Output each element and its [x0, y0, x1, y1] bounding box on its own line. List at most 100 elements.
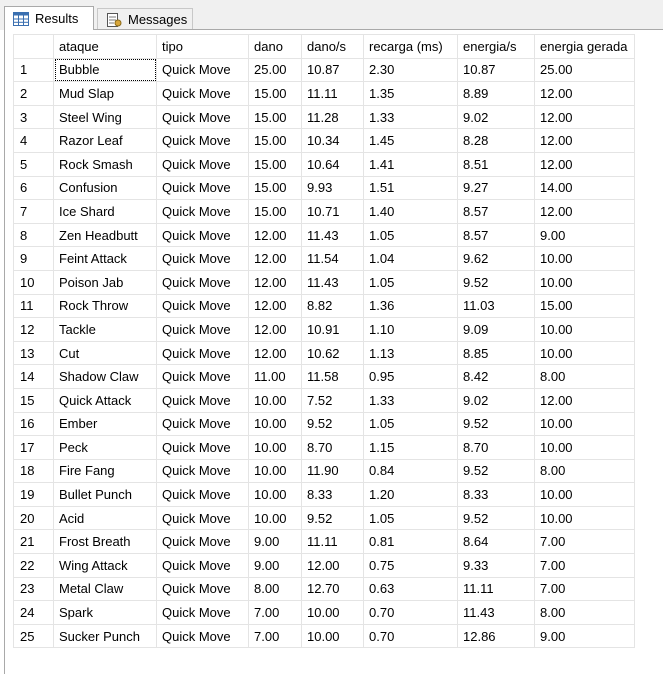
table-row[interactable]: 6 Confusion Quick Move 15.00 9.93 1.51 9.27 14.… — [13, 175, 635, 201]
table-cell[interactable]: 10.00 — [534, 411, 635, 437]
table-cell[interactable]: 12.00 — [248, 246, 302, 271]
table-cell[interactable]: 10.00 — [534, 340, 635, 366]
row-number-cell[interactable]: 18 — [13, 458, 54, 484]
table-cell[interactable]: 1.15 — [363, 435, 458, 460]
table-cell[interactable]: 9.00 — [534, 623, 635, 649]
table-cell[interactable]: 10.00 — [534, 317, 635, 342]
table-cell[interactable]: 9.02 — [457, 387, 535, 413]
table-cell[interactable]: 11.11 — [301, 529, 364, 555]
table-cell[interactable]: Quick Move — [156, 199, 249, 224]
table-row[interactable]: 2 Mud Slap Quick Move 15.00 11.11 1.35 8.89 12.… — [13, 81, 635, 106]
table-cell[interactable]: 9.52 — [301, 505, 364, 531]
table-cell[interactable]: Quick Move — [156, 317, 249, 342]
table-cell[interactable]: Quick Move — [156, 364, 249, 389]
table-cell[interactable]: Quick Move — [156, 340, 249, 366]
table-cell[interactable]: 10.87 — [457, 57, 535, 83]
table-cell[interactable]: 1.10 — [363, 317, 458, 342]
table-cell[interactable]: Bubble — [53, 57, 157, 83]
table-cell[interactable]: 12.00 — [248, 340, 302, 366]
table-row[interactable]: 12 Tackle Quick Move 12.00 10.91 1.10 9.09 10.0… — [13, 317, 635, 342]
tab-messages[interactable]: Messages — [97, 8, 193, 30]
table-cell[interactable]: 15.00 — [248, 151, 302, 177]
table-cell[interactable]: Frost Breath — [53, 529, 157, 555]
column-header[interactable]: recarga (ms) — [363, 34, 458, 59]
table-cell[interactable]: 9.52 — [457, 458, 535, 484]
table-cell[interactable]: 7.00 — [534, 529, 635, 555]
table-cell[interactable]: 8.70 — [301, 435, 364, 460]
table-cell[interactable]: Zen Headbutt — [53, 222, 157, 248]
row-number-cell[interactable]: 8 — [13, 222, 54, 248]
row-number-cell[interactable]: 21 — [13, 529, 54, 555]
table-row[interactable]: 1 Bubble Quick Move 25.00 10.87 2.30 10.87 25.0… — [13, 57, 635, 83]
table-cell[interactable]: 9.52 — [301, 411, 364, 437]
table-cell[interactable]: Quick Move — [156, 57, 249, 83]
table-cell[interactable]: 1.20 — [363, 482, 458, 507]
table-cell[interactable]: 11.11 — [457, 576, 535, 602]
table-cell[interactable]: 8.00 — [534, 600, 635, 625]
table-cell[interactable]: Fire Fang — [53, 458, 157, 484]
row-number-cell[interactable]: 17 — [13, 435, 54, 460]
row-number-cell[interactable]: 13 — [13, 340, 54, 366]
table-cell[interactable]: 12.00 — [248, 317, 302, 342]
table-cell[interactable]: Mud Slap — [53, 81, 157, 106]
table-cell[interactable]: 10.00 — [301, 623, 364, 649]
table-cell[interactable]: 1.33 — [363, 104, 458, 130]
row-number-cell[interactable]: 22 — [13, 553, 54, 578]
table-cell[interactable]: Quick Move — [156, 387, 249, 413]
table-cell[interactable]: 12.00 — [534, 104, 635, 130]
table-cell[interactable]: 9.93 — [301, 175, 364, 201]
table-cell[interactable]: 9.02 — [457, 104, 535, 130]
row-number-cell[interactable]: 4 — [13, 128, 54, 153]
table-cell[interactable]: 25.00 — [534, 57, 635, 83]
table-cell[interactable]: 1.45 — [363, 128, 458, 153]
table-cell[interactable]: 11.58 — [301, 364, 364, 389]
table-cell[interactable]: 1.05 — [363, 505, 458, 531]
table-cell[interactable]: Sucker Punch — [53, 623, 157, 649]
table-cell[interactable]: 12.00 — [534, 151, 635, 177]
table-cell[interactable]: 7.52 — [301, 387, 364, 413]
table-cell[interactable]: 11.54 — [301, 246, 364, 271]
table-cell[interactable]: 8.64 — [457, 529, 535, 555]
table-cell[interactable]: Quick Move — [156, 458, 249, 484]
row-number-cell[interactable]: 6 — [13, 175, 54, 201]
table-cell[interactable]: Peck — [53, 435, 157, 460]
table-cell[interactable]: Razor Leaf — [53, 128, 157, 153]
table-row[interactable]: 21 Frost Breath Quick Move 9.00 11.11 0.81 8.6… — [13, 529, 635, 555]
table-cell[interactable]: 1.36 — [363, 293, 458, 319]
row-number-cell[interactable]: 9 — [13, 246, 54, 271]
table-cell[interactable]: Bullet Punch — [53, 482, 157, 507]
table-cell[interactable]: 11.03 — [457, 293, 535, 319]
table-cell[interactable]: Quick Move — [156, 81, 249, 106]
table-cell[interactable]: 0.63 — [363, 576, 458, 602]
table-cell[interactable]: 7.00 — [534, 576, 635, 602]
table-cell[interactable]: 9.52 — [457, 269, 535, 295]
table-cell[interactable]: 10.00 — [248, 387, 302, 413]
table-cell[interactable]: 9.62 — [457, 246, 535, 271]
row-number-cell[interactable]: 14 — [13, 364, 54, 389]
table-cell[interactable]: 10.87 — [301, 57, 364, 83]
row-number-cell[interactable]: 10 — [13, 269, 54, 295]
row-number-cell[interactable]: 23 — [13, 576, 54, 602]
table-cell[interactable]: Steel Wing — [53, 104, 157, 130]
table-cell[interactable]: 12.00 — [534, 199, 635, 224]
table-cell[interactable]: 10.00 — [301, 600, 364, 625]
table-cell[interactable]: 12.00 — [248, 293, 302, 319]
table-cell[interactable]: Quick Move — [156, 128, 249, 153]
table-cell[interactable]: 10.00 — [534, 246, 635, 271]
table-cell[interactable]: Metal Claw — [53, 576, 157, 602]
table-cell[interactable]: Poison Jab — [53, 269, 157, 295]
table-cell[interactable]: Quick Move — [156, 482, 249, 507]
table-cell[interactable]: 10.91 — [301, 317, 364, 342]
table-cell[interactable]: 0.81 — [363, 529, 458, 555]
table-row[interactable]: 15 Quick Attack Quick Move 10.00 7.52 1.33 9.0… — [13, 387, 635, 413]
table-row[interactable]: 17 Peck Quick Move 10.00 8.70 1.15 8.70 10.00 — [13, 435, 635, 460]
table-cell[interactable]: 11.43 — [301, 222, 364, 248]
table-cell[interactable]: Quick Move — [156, 104, 249, 130]
column-header[interactable]: dano/s — [301, 34, 364, 59]
table-cell[interactable]: 0.95 — [363, 364, 458, 389]
table-cell[interactable]: Ice Shard — [53, 199, 157, 224]
table-cell[interactable]: 12.70 — [301, 576, 364, 602]
table-cell[interactable]: Tackle — [53, 317, 157, 342]
row-number-cell[interactable]: 12 — [13, 317, 54, 342]
table-row[interactable]: 18 Fire Fang Quick Move 10.00 11.90 0.84 9.52 8… — [13, 458, 635, 484]
